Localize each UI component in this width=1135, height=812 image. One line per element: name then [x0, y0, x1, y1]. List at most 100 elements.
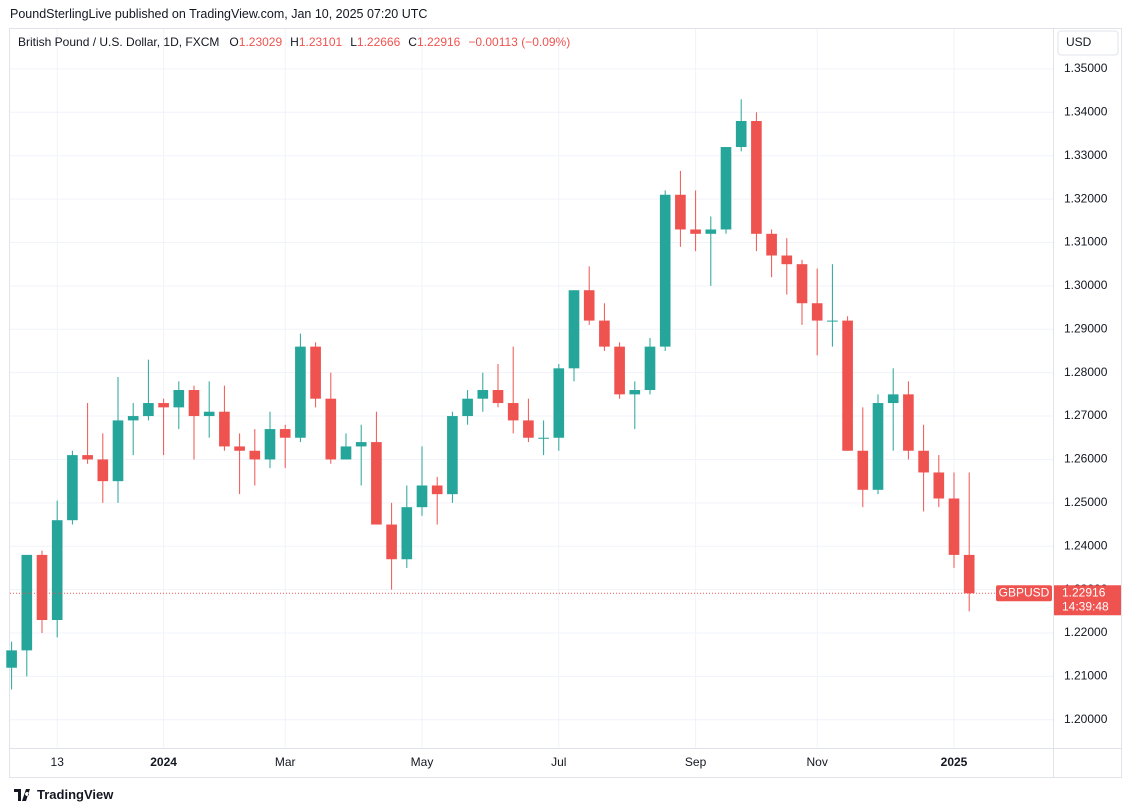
logo: [14, 788, 30, 801]
candle-body: [751, 120, 762, 234]
currency[interactable]: USD: [1066, 35, 1092, 49]
footer: TradingView: [14, 787, 113, 802]
x-tick-label: Sep: [685, 755, 707, 769]
candle-body: [325, 398, 337, 460]
candle-body: [872, 403, 884, 490]
symbol-tag: [996, 585, 1052, 602]
y-tick-label: 1.22000: [1064, 625, 1108, 639]
candle-body: [811, 303, 823, 321]
candle-body: [295, 346, 306, 438]
candle-body: [477, 390, 489, 399]
frame: [9, 28, 1122, 778]
candle-body: [857, 450, 869, 490]
y-tick-label: 1.34000: [1064, 104, 1108, 118]
candle-body: [568, 290, 580, 369]
instrument: British Pound / U.S. Dollar, 1D, FXCM: [18, 35, 220, 49]
candle-body: [67, 455, 78, 521]
candle-body: [447, 416, 458, 495]
y-tick-label: 1.31000: [1064, 235, 1108, 249]
currency-button[interactable]: [1057, 30, 1119, 56]
x-tick-label: 2025: [941, 755, 968, 769]
candle-body: [340, 446, 352, 460]
candle-body: [416, 485, 428, 508]
candle-body: [203, 411, 215, 417]
countdown: 14:39:48: [1062, 599, 1109, 613]
x-tick-label: Jul: [551, 755, 566, 769]
candle-body: [401, 507, 413, 560]
candle-body: [614, 346, 625, 395]
candle-body: [629, 390, 641, 395]
candle-body: [97, 459, 109, 482]
candle-body: [766, 233, 777, 256]
field-value: 1.22666: [356, 35, 401, 49]
candle-body: [143, 403, 154, 417]
y-tick-label: 1.33000: [1064, 148, 1108, 162]
candle-body: [599, 320, 610, 347]
candle-body: [36, 554, 48, 620]
brand: TradingView: [37, 787, 114, 802]
y-tick-label: 1.35000: [1064, 61, 1108, 75]
y-tick-label: 1.30000: [1064, 278, 1108, 292]
candle-body: [690, 229, 701, 234]
symbol-label: GBPUSD: [999, 585, 1050, 599]
candle-body: [82, 455, 93, 460]
candle-body: [249, 450, 261, 460]
candle-body: [553, 368, 565, 438]
candle-body: [462, 398, 473, 417]
candle-body: [887, 394, 899, 404]
candle-body: [371, 442, 382, 525]
field-label: L: [350, 35, 357, 49]
candle-body: [675, 194, 686, 230]
candle-body: [51, 520, 63, 620]
candle-body: [583, 290, 595, 321]
y-tick-label: 1.26000: [1064, 452, 1108, 466]
field-label: C: [408, 35, 417, 49]
candle-body: [310, 346, 321, 399]
y-tick-label: 1.24000: [1064, 538, 1108, 552]
legend: British Pound / U.S. Dollar, 1D, FXCM O1…: [18, 35, 578, 49]
field-label: O: [229, 35, 239, 49]
candle-body: [644, 346, 656, 391]
candle-body: [523, 420, 534, 438]
candle-body: [705, 229, 717, 234]
candle-body: [21, 554, 33, 651]
field-label: H: [290, 35, 299, 49]
candle-body: [158, 403, 169, 408]
candle-body: [355, 442, 367, 447]
candle-body: [933, 472, 945, 499]
candle-body: [492, 390, 504, 404]
candle-body: [112, 420, 124, 482]
candle-body: [659, 194, 671, 347]
field-value: 1.23101: [298, 35, 343, 49]
y-tick-label: 1.25000: [1064, 495, 1108, 509]
candle-body: [963, 554, 975, 594]
x-tick-label: Nov: [807, 755, 828, 769]
x-tick-label: 13: [51, 755, 65, 769]
candle-body: [720, 147, 732, 230]
field-value: 1.23029: [238, 35, 283, 49]
x-tick-label: May: [411, 755, 434, 769]
candle-body: [538, 437, 549, 439]
y-tick-label: 1.20000: [1064, 712, 1108, 726]
candle-body: [279, 429, 291, 438]
candle-body: [6, 650, 17, 668]
candle-body: [173, 390, 185, 408]
candle-body: [219, 411, 230, 447]
candle-body: [234, 446, 245, 451]
y-tick-label: 1.21000: [1064, 669, 1108, 683]
candle-body: [918, 450, 929, 473]
candle-body: [264, 429, 276, 460]
publisher: PoundSterlingLive published on TradingVi…: [10, 7, 428, 21]
candle-body: [948, 498, 960, 555]
candle-body: [827, 320, 838, 322]
y-tick-label: 1.28000: [1064, 365, 1108, 379]
x-tick-label: Mar: [275, 755, 296, 769]
candle-body: [781, 255, 793, 265]
candle-body: [842, 320, 853, 451]
candle-body: [735, 120, 747, 148]
y-tick-label: 1.29000: [1064, 321, 1108, 335]
change: −0.00113 (−0.09%): [468, 35, 571, 49]
candle-body: [903, 394, 914, 451]
